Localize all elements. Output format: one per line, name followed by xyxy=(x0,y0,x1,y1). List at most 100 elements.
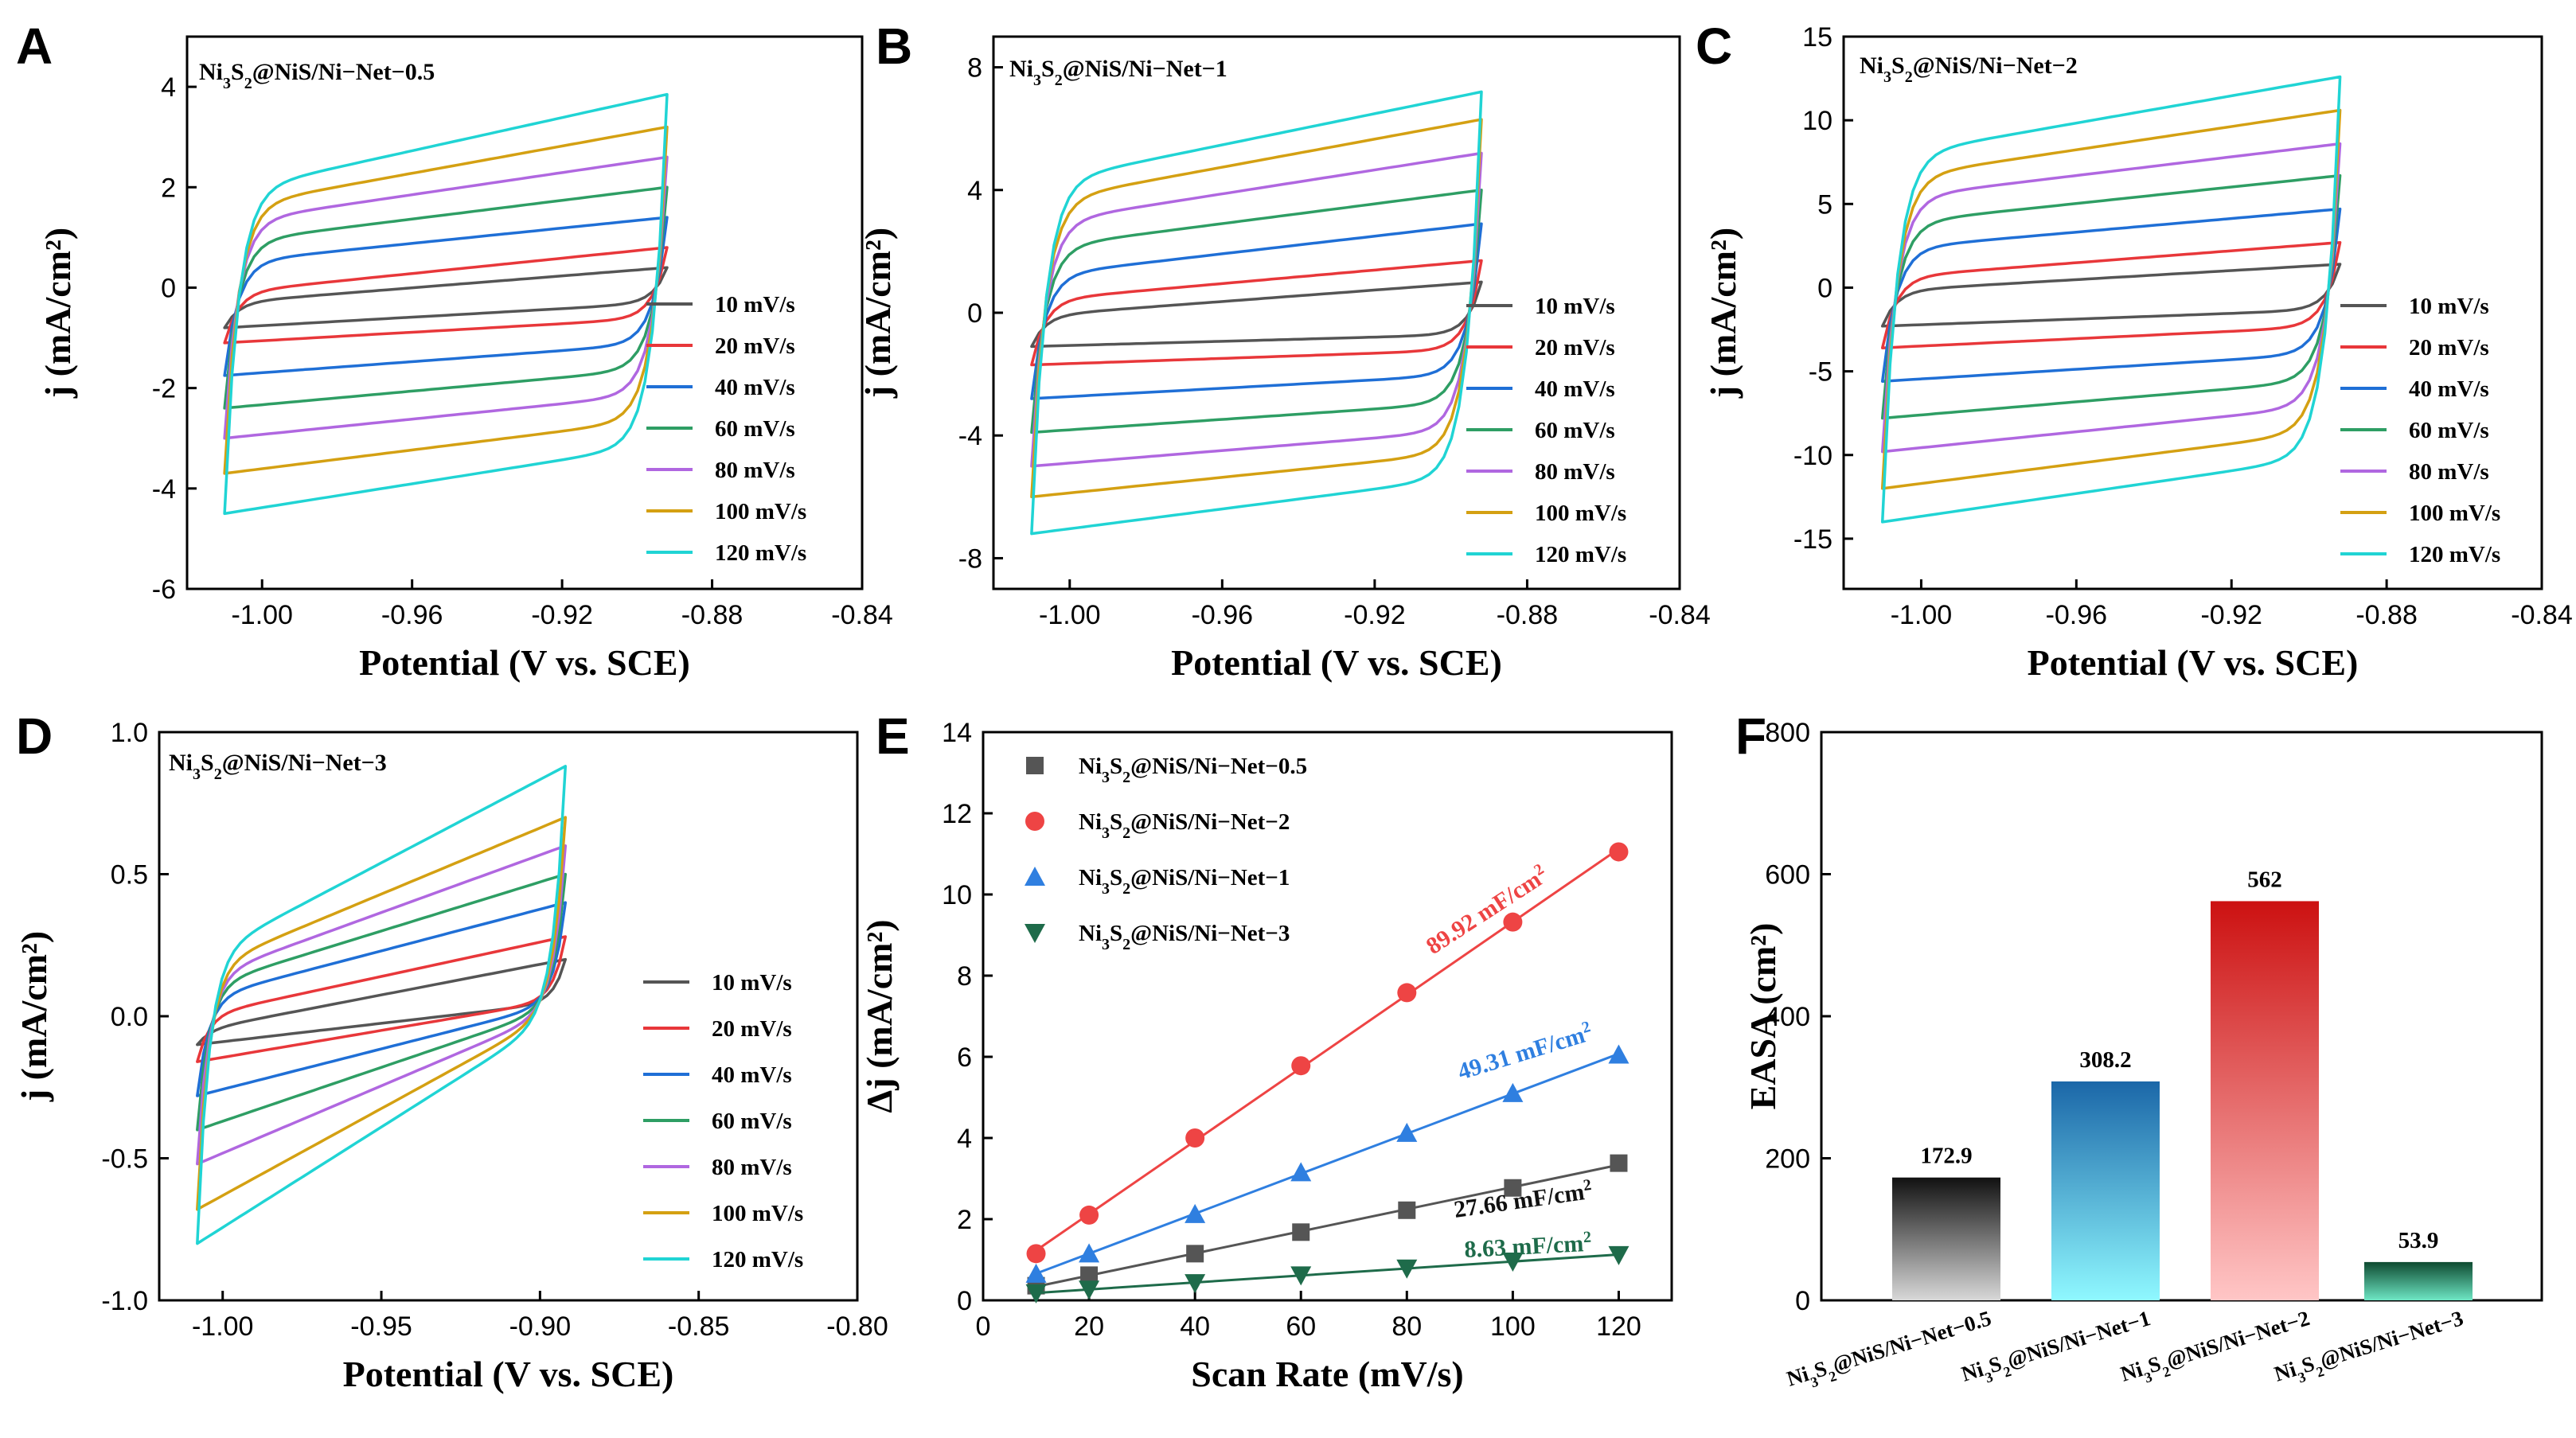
legend: Ni3S2@NiS/Ni−Net−0.5 Ni3S2@NiS/Ni−Net−2 Ni… xyxy=(1025,754,1307,953)
legend-label: Ni3S2@NiS/Ni−Net−1 xyxy=(1079,865,1290,898)
x-tick-label: 80 xyxy=(1391,1311,1422,1342)
data-point xyxy=(1025,812,1044,831)
legend: 10 mV/s 20 mV/s 40 mV/s 60 mV/s 80 mV/s 100 m… xyxy=(1466,294,1626,567)
legend-label: 100 mV/s xyxy=(2409,501,2500,526)
x-tick-label: 100 xyxy=(1490,1311,1536,1342)
legend-label: 10 mV/s xyxy=(715,292,795,318)
y-tick-label: 12 xyxy=(942,799,972,829)
data-point xyxy=(1397,983,1417,1003)
cv-curve-3 xyxy=(1880,207,2342,383)
y-axis-label: j (mA/cm²) xyxy=(37,228,78,399)
y-tick-label: 0.5 xyxy=(111,860,148,890)
data-point xyxy=(1079,1205,1099,1225)
x-axis-label: Potential (V vs. SCE) xyxy=(1171,642,1502,683)
data-point xyxy=(1025,924,1045,943)
cv-curve-2 xyxy=(1030,259,1483,367)
data-point xyxy=(1608,1245,1630,1265)
y-axis-label: j (mA/cm²) xyxy=(14,931,54,1102)
legend-label: 40 mV/s xyxy=(2409,376,2489,402)
data-point xyxy=(1026,757,1044,774)
cv-curve-6 xyxy=(1030,118,1483,499)
sample-label: Ni3S2@NiS/Ni−Net−0.5 xyxy=(199,59,435,92)
legend-label: 80 mV/s xyxy=(2409,459,2489,485)
fit-line xyxy=(1036,1163,1619,1288)
y-tick-label: -2 xyxy=(152,374,176,404)
y-tick-label: 0 xyxy=(1795,1286,1810,1316)
bar-4 xyxy=(2364,1261,2473,1300)
x-axis-label: Scan Rate (mV/s) xyxy=(1191,1354,1463,1394)
slope-annotation: 27.66 mF/cm2 xyxy=(1452,1176,1594,1223)
data-point xyxy=(1610,1154,1628,1172)
legend-label: Ni3S2@NiS/Ni−Net−3 xyxy=(1079,921,1290,953)
cv-curve-7 xyxy=(1880,75,2342,524)
cv-curve-7 xyxy=(1030,90,1483,536)
data-point xyxy=(1396,1122,1418,1142)
y-axis-label: EASA (cm²) xyxy=(1743,923,1783,1110)
cv-curve-6 xyxy=(1880,108,2342,490)
y-tick-label: -1.0 xyxy=(101,1286,148,1316)
x-tick-label: -0.96 xyxy=(381,600,443,630)
x-tick-label: -0.84 xyxy=(831,600,893,630)
panel-B: B -1.00 -0.96 -0.92 -0.88 -0.84 -8 -4 0 4 8 Potenti… xyxy=(857,18,1711,683)
x-tick-label: -0.92 xyxy=(2200,600,2262,630)
bar-2 xyxy=(2051,1081,2160,1300)
fit-line xyxy=(1036,1052,1619,1275)
data-point xyxy=(1396,1259,1418,1279)
cv-curve-2 xyxy=(223,246,669,345)
legend: 10 mV/s 20 mV/s 40 mV/s 60 mV/s 80 mV/s 100 m… xyxy=(646,292,806,566)
data-point xyxy=(1185,1128,1205,1148)
legend-label: 120 mV/s xyxy=(1535,542,1626,567)
slope-annotation: 8.63 mF/cm2 xyxy=(1464,1229,1593,1263)
data-point xyxy=(1292,1223,1310,1241)
sample-label: Ni3S2@NiS/Ni−Net−2 xyxy=(1860,53,2078,86)
panel-letter: E xyxy=(876,707,910,765)
cv-curve-3 xyxy=(1030,222,1483,400)
y-tick-label: 10 xyxy=(942,880,972,910)
y-tick-label: 600 xyxy=(1765,860,1810,890)
legend-label: 100 mV/s xyxy=(1535,501,1626,526)
x-tick-label: 60 xyxy=(1286,1311,1316,1342)
cv-curves xyxy=(196,765,568,1245)
y-tick-label: 10 xyxy=(1802,106,1832,136)
panel-A: A -1.00 -0.96 -0.92 -0.88 -0.84 -6 -4 -2 0 2 4 Poten… xyxy=(16,18,893,683)
cv-curve-7 xyxy=(223,92,669,516)
cv-curve-5 xyxy=(1880,142,2342,454)
y-tick-label: 6 xyxy=(957,1042,972,1073)
data-point xyxy=(1026,1244,1046,1264)
y-tick-label: -4 xyxy=(958,421,982,451)
data-point xyxy=(1504,1179,1522,1197)
legend-label: 120 mV/s xyxy=(715,540,806,566)
cv-curve-5 xyxy=(1030,151,1483,468)
y-tick-label: -10 xyxy=(1793,441,1832,471)
x-tick-label: -0.92 xyxy=(1344,600,1406,630)
y-tick-label: 200 xyxy=(1765,1144,1810,1175)
legend-label: 20 mV/s xyxy=(1535,335,1615,360)
data-point xyxy=(1025,1284,1047,1304)
x-tick-label: -0.88 xyxy=(2355,600,2418,630)
data-point xyxy=(1025,867,1045,886)
bar-value-label: 53.9 xyxy=(2398,1228,2439,1253)
bar-value-label: 172.9 xyxy=(1920,1144,1972,1169)
panel-letter: D xyxy=(16,707,53,765)
y-tick-label: 14 xyxy=(942,718,972,748)
y-tick-label: 0 xyxy=(161,273,176,303)
data-point xyxy=(1185,1274,1206,1294)
cv-curve-4 xyxy=(223,185,669,410)
x-tick-label: -1.00 xyxy=(1891,600,1953,630)
bar-3 xyxy=(2211,901,2319,1300)
fit-line xyxy=(1035,848,1620,1252)
legend-label: 20 mV/s xyxy=(2409,335,2489,360)
y-tick-label: 8 xyxy=(957,961,972,992)
data-point xyxy=(1502,1082,1524,1102)
y-tick-label: 0.0 xyxy=(111,1002,148,1032)
data-point xyxy=(1609,842,1629,862)
y-tick-label: 4 xyxy=(957,1124,972,1154)
x-tick-label: 20 xyxy=(1074,1311,1104,1342)
x-tick-label: -0.88 xyxy=(681,600,744,630)
bar-value-label: 562 xyxy=(2247,867,2282,892)
legend-label: 10 mV/s xyxy=(2409,294,2489,319)
data-point xyxy=(1502,1253,1524,1272)
legend-label: 120 mV/s xyxy=(712,1247,803,1272)
data-point xyxy=(1186,1245,1204,1263)
cv-curves xyxy=(1030,90,1483,536)
